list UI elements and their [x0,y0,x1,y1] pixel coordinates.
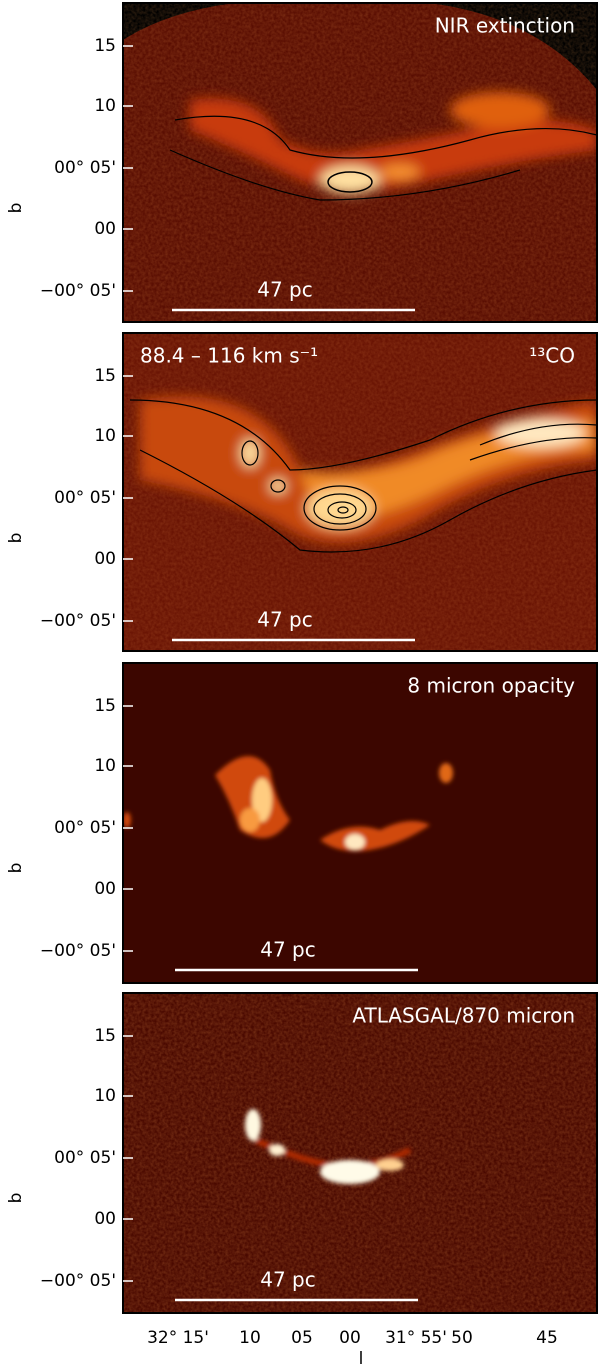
x-tick-label: 10 [239,1328,261,1348]
y-tick-label: 15 [94,366,116,386]
x-tick-label: 45 [536,1328,558,1348]
x-axis-label: l [359,1349,364,1369]
y-tick-label: −00° 05' [40,281,116,301]
panel-label: ATLASGAL/870 micron [352,1004,575,1028]
x-tick-label: 32° 15' [147,1328,209,1348]
y-tick-label: −00° 05' [40,941,116,961]
x-tick-label: 31° 55' [385,1328,447,1348]
y-tick-label: 10 [94,426,116,446]
frames [122,2,598,1314]
y-tick-label: 15 [94,36,116,56]
y-tick-label: 15 [94,1026,116,1046]
y-tick-label: 00 [94,549,116,569]
y-tick-label: 00° 05' [54,818,116,838]
y-tick-label: 00 [94,879,116,899]
y-tick-label: 10 [94,1086,116,1106]
scale-bar-label: 47 pc [260,1268,316,1292]
y-tick-label: 15 [94,696,116,716]
co-map [123,333,597,651]
panel-label: NIR extinction [435,14,575,38]
scale-bar-label: 47 pc [260,938,316,962]
y-tick-label: 10 [94,756,116,776]
y-tick-label: −00° 05' [40,1271,116,1291]
panel-label-2: ¹³CO [529,344,575,368]
y-axis-label: b [6,533,26,544]
y-tick-label: 00° 05' [54,158,116,178]
y-tick-label: 00 [94,219,116,239]
y-axis-label: b [6,203,26,214]
y-tick-label: 00 [94,1209,116,1229]
scale-bar-label: 47 pc [257,608,313,632]
y-tick-label: −00° 05' [40,611,116,631]
y-tick-label: 00° 05' [54,1148,116,1168]
panel-label: 8 micron opacity [407,674,575,698]
y-tick-label: 00° 05' [54,488,116,508]
y-axis-label: b [6,1193,26,1204]
panel-label: 88.4 – 116 km s⁻¹ [140,344,318,368]
x-tick-label: 00 [339,1328,361,1348]
opacity-map [123,663,597,983]
scale-bar-label: 47 pc [257,278,313,302]
y-axis-label: b [6,863,26,874]
x-tick-label: 05 [291,1328,313,1348]
nir-map [123,3,597,322]
y-tick-label: 10 [94,96,116,116]
atlasgal-map [123,993,597,1313]
x-tick-label: 50 [451,1328,473,1348]
